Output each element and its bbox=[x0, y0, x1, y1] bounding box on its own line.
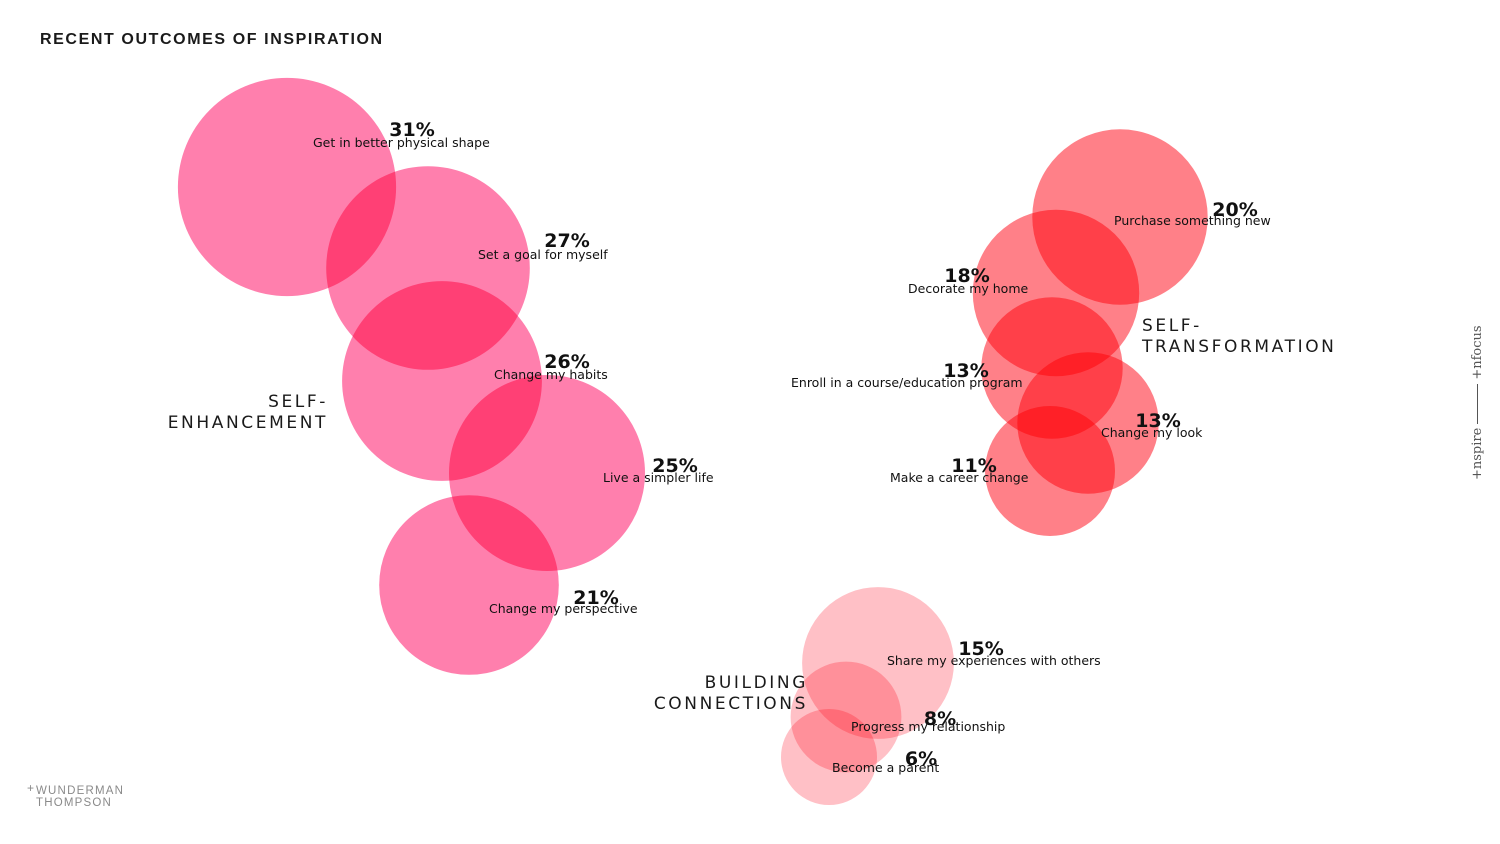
bubble-group-2 bbox=[781, 587, 954, 805]
bubble-label-1-1: Decorate my home bbox=[908, 281, 1028, 296]
bubble-label-0-3: Live a simpler life bbox=[603, 470, 714, 485]
bubble-label-0-1: Set a goal for myself bbox=[478, 247, 608, 262]
logo-line-2: THOMPSON bbox=[36, 797, 113, 809]
bubble-label-0-2: Change my habits bbox=[494, 367, 608, 382]
bubble-group-1 bbox=[972, 129, 1208, 536]
page-title: RECENT OUTCOMES OF INSPIRATION bbox=[40, 31, 384, 48]
bubble-value-0-3: 25% bbox=[652, 455, 697, 477]
side-brand-left: +nspire bbox=[1470, 427, 1485, 480]
group-label-line: TRANSFORMATION bbox=[1141, 337, 1337, 357]
bubble-value-0-4: 21% bbox=[573, 587, 618, 609]
side-brand-dash bbox=[1477, 383, 1478, 424]
group-label-line: ENHANCEMENT bbox=[168, 413, 328, 433]
wunderman-thompson-logo: + WUNDERMAN THOMPSON bbox=[27, 781, 125, 809]
bubble-value-1-2: 13% bbox=[943, 360, 988, 382]
bubble-value-2-1: 8% bbox=[924, 708, 956, 730]
bubble-label-1-0: Purchase something new bbox=[1114, 213, 1271, 228]
bubble-value-0-1: 27% bbox=[544, 230, 589, 252]
bubble-label-1-4: Make a career change bbox=[890, 470, 1029, 485]
bubble-group-0 bbox=[177, 77, 645, 675]
bubble-label-2-1: Progress my relationship bbox=[851, 719, 1005, 734]
group-label-line: SELF- bbox=[268, 392, 328, 412]
bubble-0-4 bbox=[379, 495, 559, 675]
group-label-1: SELF-TRANSFORMATION bbox=[1141, 316, 1337, 357]
group-label-line: SELF- bbox=[1142, 316, 1202, 336]
bubble-value-2-0: 15% bbox=[958, 638, 1003, 660]
bubble-label-2-2: Become a parent bbox=[832, 760, 939, 775]
bubble-label-0-4: Change my perspective bbox=[489, 601, 638, 616]
side-brand-right: +nfocus bbox=[1470, 325, 1485, 380]
bubble-value-1-3: 13% bbox=[1135, 410, 1180, 432]
bubble-value-1-4: 11% bbox=[951, 455, 996, 477]
bubble-value-2-2: 6% bbox=[905, 748, 937, 770]
side-brand: +nspire +nfocus bbox=[1470, 325, 1485, 480]
bubble-value-1-0: 20% bbox=[1212, 199, 1257, 221]
bubble-value-0-2: 26% bbox=[544, 351, 589, 373]
logo-plus-mark: + bbox=[27, 781, 36, 795]
bubble-2-2 bbox=[781, 709, 877, 805]
logo-line-1: WUNDERMAN bbox=[36, 785, 125, 797]
group-label-2: BUILDING CONNECTIONS bbox=[654, 673, 808, 714]
bubble-1-4 bbox=[985, 406, 1115, 536]
group-label-0: SELF-ENHANCEMENT bbox=[168, 392, 328, 433]
bubble-label-1-2: Enroll in a course/education program bbox=[791, 375, 1023, 390]
bubble-label-0-0: Get in better physical shape bbox=[313, 135, 490, 150]
bubble-label-2-0: Share my experiences with others bbox=[887, 653, 1101, 668]
group-label-line: BUILDING bbox=[705, 673, 808, 693]
bubble-label-1-3: Change my look bbox=[1101, 425, 1203, 440]
group-label-line: CONNECTIONS bbox=[654, 694, 808, 714]
bubble-value-0-0: 31% bbox=[389, 119, 434, 141]
bubble-value-1-1: 18% bbox=[944, 265, 989, 287]
